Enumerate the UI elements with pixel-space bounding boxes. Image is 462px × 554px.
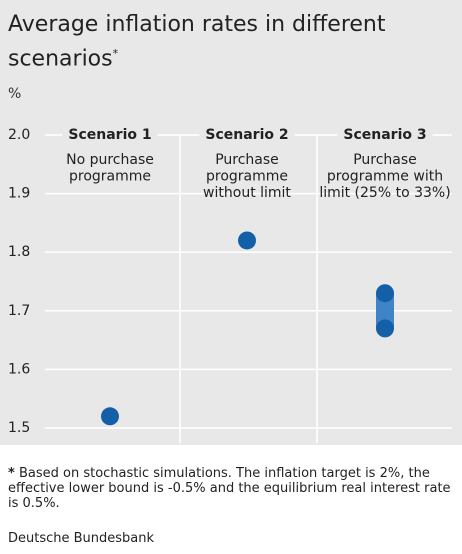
footnote-text: Based on stochastic simulations. The inf…: [8, 466, 451, 511]
range-bar: [376, 293, 394, 329]
chart: 1.51.61.71.81.92.0 Scenario 1No purchasep…: [0, 115, 462, 445]
category-description: No purchase: [66, 152, 154, 168]
category-description: Purchase: [353, 152, 417, 168]
dot: [376, 284, 394, 303]
y-tick-label: 2.0: [8, 127, 30, 143]
category-description: programme with: [327, 169, 443, 185]
y-tick-label: 1.8: [8, 244, 30, 260]
dot: [238, 231, 256, 250]
y-tick-label: 1.6: [8, 361, 30, 377]
dot: [101, 407, 119, 426]
category-label-background: [62, 131, 158, 139]
header: Average inflation rates in different sce…: [0, 0, 462, 115]
footnote: * Based on stochastic simulations. The i…: [8, 466, 454, 511]
category-description: limit (25% to 33%): [319, 185, 450, 201]
category-label: Scenario 1: [68, 127, 151, 143]
source: Deutsche Bundesbank: [8, 531, 155, 546]
category-label: Scenario 2: [205, 127, 288, 143]
y-tick-label: 1.9: [8, 186, 30, 202]
category-description: without limit: [203, 185, 291, 201]
y-tick-label: 1.5: [8, 420, 30, 436]
title-marker: *: [112, 47, 119, 60]
chart-title-box: Average inflation rates in different sce…: [8, 10, 428, 73]
category-label-background: [199, 131, 295, 139]
plot-background: [0, 115, 462, 445]
category-description: programme: [206, 169, 288, 185]
category-description: Purchase: [215, 152, 279, 168]
chart-title: Average inflation rates in different sce…: [8, 12, 386, 72]
category-label: Scenario 3: [343, 127, 426, 143]
y-tick-label: 1.7: [8, 303, 30, 319]
category-description: programme: [69, 169, 151, 185]
category-label-background: [337, 131, 433, 139]
unit-label: %: [8, 86, 22, 102]
dot: [376, 319, 394, 338]
footnote-marker: *: [8, 466, 15, 481]
